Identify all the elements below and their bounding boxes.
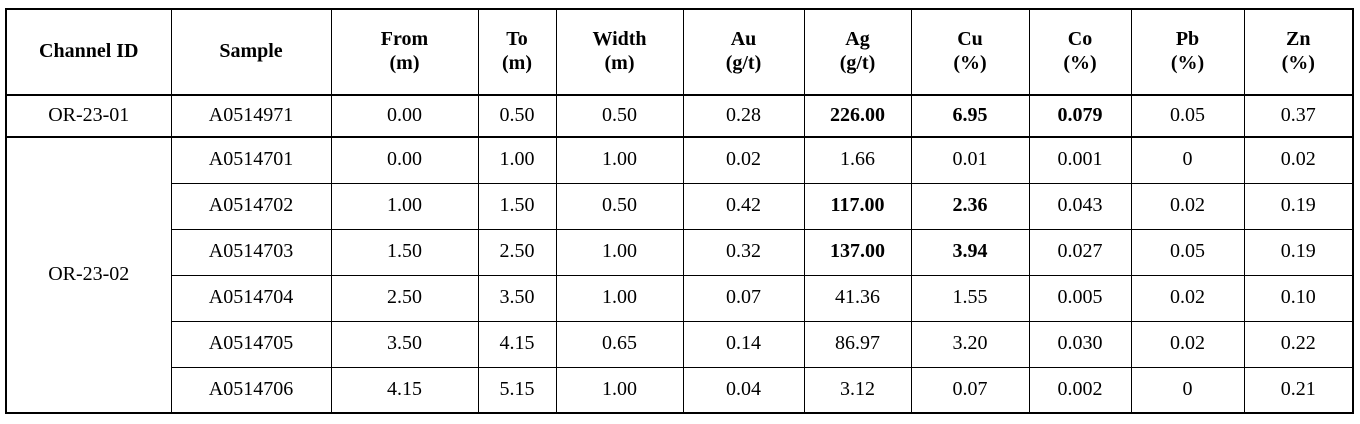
from-cell: 1.50	[330, 228, 479, 276]
col-header-co: Co (%)	[1028, 8, 1132, 96]
co-cell: 0.030	[1028, 320, 1132, 368]
table-row: A0514706 4.15 5.15 1.00 0.04 3.12 0.07 0…	[6, 366, 1354, 414]
table-row: A0514702 1.00 1.50 0.50 0.42 117.00 2.36…	[6, 182, 1354, 230]
channel-id-cell: OR-23-01	[5, 94, 172, 138]
pb-cell: 0	[1130, 366, 1245, 414]
sample-cell: A0514971	[170, 94, 332, 138]
ag-cell: 137.00	[803, 228, 912, 276]
table-row: A0514704 2.50 3.50 1.00 0.07 41.36 1.55 …	[6, 274, 1354, 322]
zn-cell: 0.19	[1243, 182, 1354, 230]
to-cell: 4.15	[477, 320, 557, 368]
cu-cell: 3.94	[910, 228, 1030, 276]
ag-cell: 1.66	[803, 136, 912, 184]
sample-cell: A0514701	[170, 136, 332, 184]
au-cell: 0.14	[682, 320, 805, 368]
ag-cell: 41.36	[803, 274, 912, 322]
from-cell: 0.00	[330, 94, 479, 138]
zn-cell: 0.10	[1243, 274, 1354, 322]
au-cell: 0.42	[682, 182, 805, 230]
zn-cell: 0.02	[1243, 136, 1354, 184]
au-cell: 0.28	[682, 94, 805, 138]
from-cell: 3.50	[330, 320, 479, 368]
co-cell: 0.043	[1028, 182, 1132, 230]
col-header-from: From (m)	[330, 8, 479, 96]
width-cell: 1.00	[555, 136, 684, 184]
header-row: Channel ID Sample From (m) To (m) Width …	[5, 8, 1354, 96]
au-cell: 0.02	[682, 136, 805, 184]
width-cell: 0.65	[555, 320, 684, 368]
ag-cell: 86.97	[803, 320, 912, 368]
cu-cell: 0.01	[910, 136, 1030, 184]
table-row: A0514705 3.50 4.15 0.65 0.14 86.97 3.20 …	[6, 320, 1354, 368]
width-cell: 1.00	[555, 366, 684, 414]
col-header-ag: Ag (g/t)	[803, 8, 912, 96]
pb-cell: 0.02	[1130, 182, 1245, 230]
cu-cell: 0.07	[910, 366, 1030, 414]
to-cell: 3.50	[477, 274, 557, 322]
col-header-channel-id: Channel ID	[5, 8, 172, 96]
cu-cell: 3.20	[910, 320, 1030, 368]
zn-cell: 0.19	[1243, 228, 1354, 276]
co-cell: 0.027	[1028, 228, 1132, 276]
from-cell: 1.00	[330, 182, 479, 230]
cu-cell: 6.95	[910, 94, 1030, 138]
ag-cell: 3.12	[803, 366, 912, 414]
au-cell: 0.04	[682, 366, 805, 414]
table-row: A0514703 1.50 2.50 1.00 0.32 137.00 3.94…	[6, 228, 1354, 276]
ag-cell: 226.00	[803, 94, 912, 138]
to-cell: 2.50	[477, 228, 557, 276]
col-header-au: Au (g/t)	[682, 8, 805, 96]
width-cell: 0.50	[555, 94, 684, 138]
sample-cell: A0514705	[170, 320, 332, 368]
to-cell: 1.50	[477, 182, 557, 230]
ag-cell: 117.00	[803, 182, 912, 230]
col-header-sample: Sample	[170, 8, 332, 96]
pb-cell: 0.05	[1130, 228, 1245, 276]
zn-cell: 0.21	[1243, 366, 1354, 414]
to-cell: 5.15	[477, 366, 557, 414]
au-cell: 0.07	[682, 274, 805, 322]
channel-id-cell: OR-23-02	[5, 136, 172, 414]
col-header-zn: Zn (%)	[1243, 8, 1354, 96]
co-cell: 0.079	[1028, 94, 1132, 138]
pb-cell: 0.02	[1130, 320, 1245, 368]
sample-cell: A0514704	[170, 274, 332, 322]
cu-cell: 2.36	[910, 182, 1030, 230]
from-cell: 0.00	[330, 136, 479, 184]
width-cell: 1.00	[555, 274, 684, 322]
sample-cell: A0514706	[170, 366, 332, 414]
pb-cell: 0	[1130, 136, 1245, 184]
width-cell: 1.00	[555, 228, 684, 276]
zn-cell: 0.22	[1243, 320, 1354, 368]
au-cell: 0.32	[682, 228, 805, 276]
co-cell: 0.002	[1028, 366, 1132, 414]
from-cell: 2.50	[330, 274, 479, 322]
col-header-pb: Pb (%)	[1130, 8, 1245, 96]
col-header-width: Width (m)	[555, 8, 684, 96]
to-cell: 1.00	[477, 136, 557, 184]
col-header-to: To (m)	[477, 8, 557, 96]
sample-cell: A0514702	[170, 182, 332, 230]
zn-cell: 0.37	[1243, 94, 1354, 138]
channel-assay-results-table: Channel ID Sample From (m) To (m) Width …	[5, 8, 1354, 414]
co-cell: 0.005	[1028, 274, 1132, 322]
from-cell: 4.15	[330, 366, 479, 414]
pb-cell: 0.05	[1130, 94, 1245, 138]
pb-cell: 0.02	[1130, 274, 1245, 322]
table-row: OR-23-01 A0514971 0.00 0.50 0.50 0.28 22…	[5, 94, 1354, 138]
width-cell: 0.50	[555, 182, 684, 230]
sample-cell: A0514703	[170, 228, 332, 276]
co-cell: 0.001	[1028, 136, 1132, 184]
table-row: OR-23-02 A0514701 0.00 1.00 1.00 0.02 1.…	[5, 136, 1354, 414]
cu-cell: 1.55	[910, 274, 1030, 322]
to-cell: 0.50	[477, 94, 557, 138]
col-header-cu: Cu (%)	[910, 8, 1030, 96]
